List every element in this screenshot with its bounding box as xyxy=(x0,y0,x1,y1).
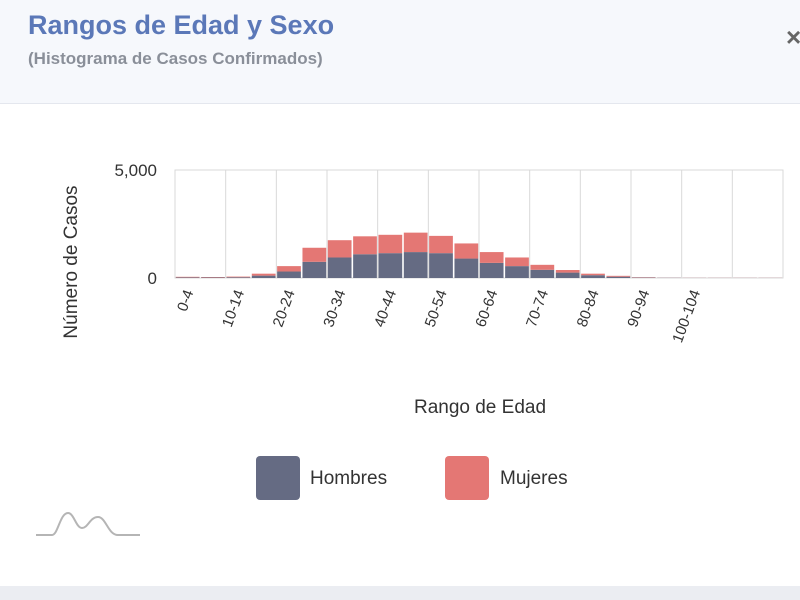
bar-mujeres xyxy=(505,257,529,267)
bar-mujeres xyxy=(530,264,555,270)
legend-item-hombres[interactable]: Hombres xyxy=(256,456,416,502)
bar-hombres xyxy=(378,253,403,278)
mountain-line-icon xyxy=(36,511,140,536)
x-tick-label: 90-94 xyxy=(624,288,653,330)
x-tick-label: 100-104 xyxy=(669,288,704,346)
bar-hombres xyxy=(403,252,428,278)
bar-hombres xyxy=(201,277,225,278)
bar-mujeres xyxy=(479,252,504,263)
bar-mujeres xyxy=(302,247,327,262)
bar-hombres xyxy=(530,269,555,278)
page-subtitle: (Histograma de Casos Confirmados) xyxy=(28,49,323,68)
legend-label-hombres: Hombres xyxy=(310,468,388,489)
bar-mujeres xyxy=(403,232,428,253)
bar-hombres xyxy=(454,258,479,278)
page-title: Rangos de Edad y Sexo xyxy=(28,10,335,40)
histogram-chart: 0 5,000 0-4 10-14 20-24 30-34 40-44 50-54 60-64 7… xyxy=(61,161,784,418)
close-icon[interactable]: × xyxy=(786,22,800,52)
bar-hombres xyxy=(505,266,529,278)
card-header: Rangos de Edad y Sexo (Histograma de Cas… xyxy=(0,0,800,104)
legend-label-mujeres: Mujeres xyxy=(500,468,568,489)
legend-item-mujeres[interactable]: Mujeres xyxy=(445,456,595,502)
y-axis-title: Número de Casos xyxy=(61,185,82,338)
bar-mujeres xyxy=(226,276,251,278)
bar-hombres xyxy=(175,277,200,278)
x-tick-label: 50-54 xyxy=(422,288,451,330)
bar-mujeres xyxy=(251,273,276,276)
bar-hombres xyxy=(226,277,251,278)
x-tick-label: 30-34 xyxy=(320,288,349,330)
bar-hombres xyxy=(606,276,631,278)
bar-mujeres xyxy=(175,276,200,278)
bar-hombres xyxy=(302,261,327,278)
x-tick-label: 40-44 xyxy=(371,288,400,330)
bar-hombres xyxy=(479,262,504,278)
bar-mujeres xyxy=(429,235,453,254)
bar-hombres xyxy=(251,275,276,278)
bar-mujeres xyxy=(555,270,580,273)
x-axis-title: Rango de Edad xyxy=(414,397,546,418)
bar-mujeres xyxy=(454,243,479,259)
chart-card: Rangos de Edad y Sexo (Histograma de Cas… xyxy=(0,0,800,586)
bar-mujeres xyxy=(327,240,352,258)
x-tick-label: 80-84 xyxy=(574,288,603,330)
bar-mujeres xyxy=(581,273,605,276)
x-tick-label: 10-14 xyxy=(219,288,248,330)
bar-mujeres xyxy=(353,236,377,255)
x-tick-label: 0-4 xyxy=(174,288,197,314)
bar-mujeres xyxy=(277,266,301,272)
y-tick-label: 5,000 xyxy=(114,161,157,180)
bar-hombres xyxy=(353,254,377,278)
legend-swatch-mujeres xyxy=(445,456,489,500)
bar-hombres xyxy=(277,271,301,278)
y-tick-label: 0 xyxy=(148,269,157,288)
bar-hombres xyxy=(429,253,453,278)
bar-hombres xyxy=(581,275,605,278)
bar-hombres xyxy=(555,272,580,278)
bar-mujeres xyxy=(606,275,631,277)
bar-hombres xyxy=(327,257,352,278)
footer-strip xyxy=(0,586,800,600)
x-tick-label: 60-64 xyxy=(472,288,501,330)
x-tick-label: 20-24 xyxy=(270,288,299,330)
x-tick-label: 70-74 xyxy=(523,288,552,330)
legend-swatch-hombres xyxy=(256,456,300,500)
bar-mujeres xyxy=(378,234,403,254)
